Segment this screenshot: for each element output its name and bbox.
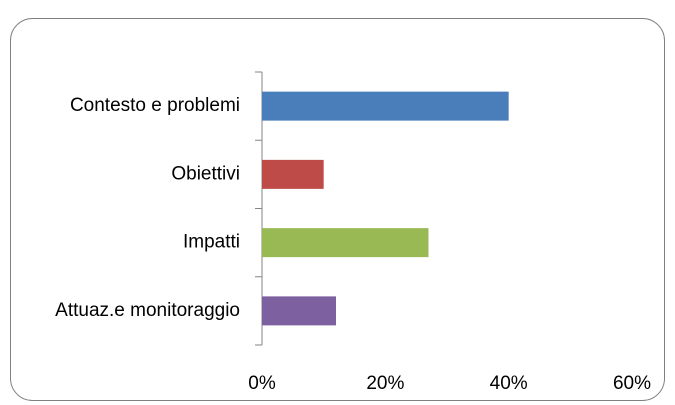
y-tick-label: Attuaz.e monitoraggio [55,300,240,321]
bar [262,159,324,189]
bar [262,228,429,258]
y-tick-label: Contesto e problemi [70,95,240,116]
y-tick-label: Obiettivi [171,163,240,184]
bar [262,91,509,121]
bar [262,296,336,326]
x-tick-label: 40% [490,373,528,394]
y-tick-label: Impatti [183,232,240,253]
x-tick-label: 60% [613,373,651,394]
x-tick-label: 20% [366,373,404,394]
x-tick-label: 0% [248,373,276,394]
chart-frame [10,18,665,401]
